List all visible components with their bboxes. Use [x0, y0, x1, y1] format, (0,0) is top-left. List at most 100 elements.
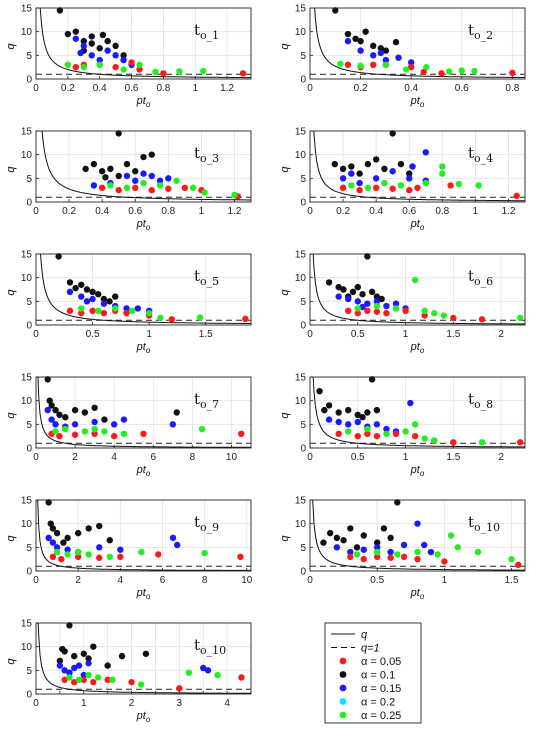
- data-point-black: [354, 411, 361, 419]
- data-point-red: [110, 432, 118, 440]
- data-point-black: [53, 529, 61, 537]
- data-point-green: [382, 61, 390, 68]
- x-tick-label: 4: [118, 575, 124, 586]
- q-curve: [313, 130, 525, 202]
- data-point-black: [364, 409, 371, 416]
- data-point-black: [373, 539, 381, 546]
- data-point-black: [90, 643, 97, 650]
- data-point-green: [214, 671, 221, 679]
- data-point-black: [360, 532, 367, 539]
- data-point-red: [347, 553, 354, 560]
- data-point-black: [81, 409, 89, 416]
- data-point-black: [71, 652, 78, 660]
- data-point-blue: [85, 660, 92, 667]
- x-tick-label: 10: [226, 452, 238, 463]
- data-point-red: [168, 316, 175, 323]
- data-point-blue: [174, 541, 181, 549]
- data-point-red: [383, 309, 390, 317]
- chart-panel: 0 0.5 1 1.5 2 0 5 10 15 pto q to_8: [279, 373, 526, 478]
- x-tick-label: 8: [202, 575, 208, 586]
- x-tick-label: 1: [81, 698, 87, 709]
- x-tick-label: 0: [307, 206, 313, 217]
- data-point-blue: [422, 149, 429, 156]
- data-point-black: [380, 525, 388, 532]
- y-tick-label: 5: [300, 297, 306, 308]
- data-point-blue: [395, 54, 402, 61]
- data-point-blue: [370, 52, 377, 59]
- data-point-red: [242, 315, 249, 323]
- data-point-black: [98, 168, 106, 175]
- data-point-red: [509, 69, 516, 77]
- data-point-green: [140, 179, 147, 187]
- data-point-green: [81, 428, 89, 435]
- legend-swatch-dot: [339, 671, 347, 678]
- data-point-green: [137, 681, 145, 688]
- y-axis-label: q: [5, 289, 17, 296]
- data-point-black: [347, 525, 354, 532]
- data-point-green: [198, 425, 206, 433]
- data-point-red: [407, 63, 415, 71]
- data-point-blue: [383, 425, 390, 433]
- data-point-black: [321, 406, 328, 414]
- data-point-black: [89, 288, 96, 296]
- y-tick-label: 15: [295, 373, 307, 384]
- x-tick-label: 0.8: [505, 83, 519, 94]
- data-point-green: [80, 63, 87, 71]
- data-point-red: [91, 430, 98, 437]
- legend-label: α = 0.1: [361, 670, 395, 682]
- data-point-blue: [354, 418, 361, 426]
- data-point-blue: [364, 300, 371, 307]
- x-tick-label: 0.6: [125, 83, 139, 94]
- y-tick-label: 5: [26, 174, 32, 185]
- data-point-green: [231, 191, 238, 199]
- data-point-blue: [200, 664, 207, 672]
- x-tick-label: 0.5: [351, 452, 365, 463]
- y-tick-label: 10: [21, 27, 33, 38]
- y-tick-label: 10: [295, 150, 307, 161]
- data-point-blue: [392, 300, 400, 307]
- data-point-blue: [71, 664, 78, 672]
- x-tick-label: 8: [190, 452, 196, 463]
- data-point-black: [132, 168, 139, 175]
- x-axis-label: pto: [410, 587, 425, 601]
- data-point-green: [52, 428, 59, 435]
- data-point-blue: [427, 548, 435, 556]
- data-point-blue: [204, 667, 212, 674]
- data-point-blue: [83, 298, 91, 305]
- data-point-black: [90, 160, 98, 168]
- data-point-black: [331, 160, 339, 168]
- axes-box: [309, 130, 526, 203]
- legend-swatch-dot: [339, 698, 347, 705]
- x-tick-label: 0.5: [370, 575, 384, 586]
- x-tick-label: 0.8: [156, 83, 170, 94]
- data-point-green: [96, 61, 103, 68]
- y-tick-label: 15: [21, 127, 33, 138]
- data-point-black: [95, 291, 102, 298]
- data-point-red: [447, 182, 454, 189]
- data-point-red: [238, 674, 245, 681]
- data-point-blue: [400, 541, 408, 549]
- data-point-red: [373, 432, 381, 440]
- x-tick-label: 0.5: [86, 329, 100, 340]
- x-axis-label: pto: [136, 587, 151, 601]
- data-point-green: [475, 182, 482, 189]
- data-point-green: [354, 305, 361, 312]
- data-point-green: [53, 548, 61, 556]
- data-point-black: [359, 291, 366, 298]
- data-point-red: [100, 309, 108, 317]
- data-point-black: [44, 376, 51, 383]
- x-tick-label: 2: [75, 575, 81, 586]
- q-curve: [314, 7, 525, 78]
- data-point-green: [439, 163, 446, 170]
- data-point-black: [345, 406, 352, 414]
- data-point-green: [447, 532, 455, 539]
- data-point-green: [136, 61, 143, 68]
- data-point-red: [128, 59, 135, 66]
- data-point-green: [91, 425, 98, 433]
- x-tick-label: 2: [129, 698, 135, 709]
- data-point-black: [370, 42, 377, 50]
- data-point-red: [140, 430, 147, 437]
- data-point-black: [59, 645, 66, 653]
- y-tick-label: 0: [26, 444, 32, 455]
- data-point-red: [335, 430, 342, 437]
